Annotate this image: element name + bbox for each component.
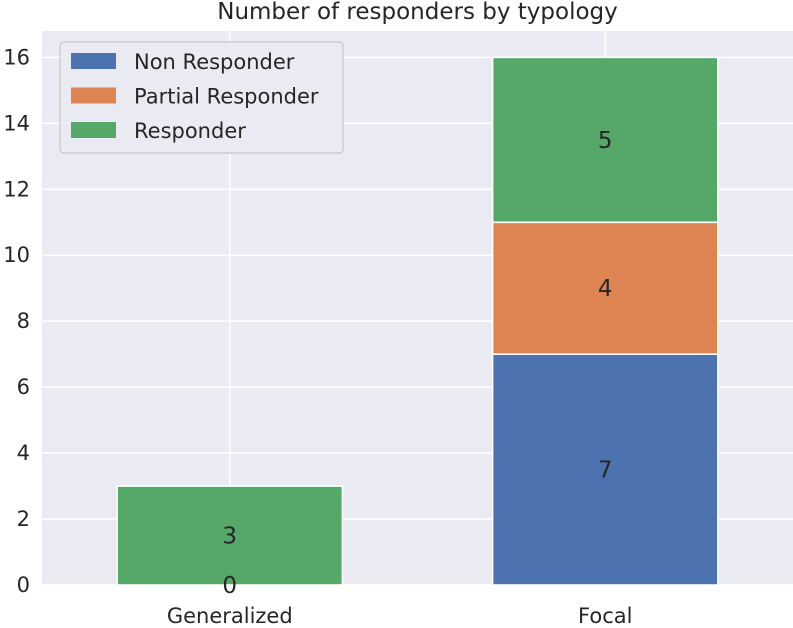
y-tick-label: 0 bbox=[17, 573, 30, 597]
bar-segment bbox=[491, 221, 719, 355]
x-tick-label: Focal bbox=[578, 604, 632, 628]
x-tick-label: Generalized bbox=[167, 604, 293, 628]
y-tick-label: 6 bbox=[17, 375, 30, 399]
bar-data-label: 0 bbox=[222, 573, 237, 599]
legend-label: Non Responder bbox=[134, 50, 295, 74]
bar-labels: 0 3 7 4 5 bbox=[222, 128, 612, 599]
y-tick-label: 16 bbox=[3, 45, 30, 69]
y-axis-ticks: 0 2 4 6 8 10 12 14 16 bbox=[3, 45, 30, 597]
bar-data-label: 7 bbox=[598, 458, 613, 484]
bar-segment bbox=[491, 353, 719, 586]
bar-segment bbox=[116, 485, 344, 586]
y-tick-label: 4 bbox=[17, 441, 30, 465]
y-tick-label: 10 bbox=[3, 243, 30, 267]
legend-swatch bbox=[71, 87, 116, 104]
bar-data-label: 4 bbox=[598, 276, 613, 302]
x-axis-ticks: Generalized Focal bbox=[167, 604, 633, 628]
bar-data-label: 3 bbox=[222, 524, 237, 550]
bars bbox=[116, 56, 719, 586]
bar-data-label: 5 bbox=[598, 128, 613, 154]
legend: Non Responder Partial Responder Responder bbox=[59, 41, 344, 154]
legend-box bbox=[59, 41, 344, 154]
chart-title: Number of responders by typology bbox=[217, 0, 618, 25]
y-tick-label: 2 bbox=[17, 507, 30, 531]
bar-segment bbox=[491, 56, 719, 224]
legend-swatch bbox=[71, 53, 116, 69]
legend-swatch bbox=[71, 122, 116, 138]
y-tick-label: 8 bbox=[17, 309, 30, 333]
legend-label: Partial Responder bbox=[134, 85, 319, 109]
y-tick-label: 12 bbox=[3, 177, 30, 201]
legend-label: Responder bbox=[134, 119, 246, 143]
y-tick-label: 14 bbox=[3, 111, 30, 135]
